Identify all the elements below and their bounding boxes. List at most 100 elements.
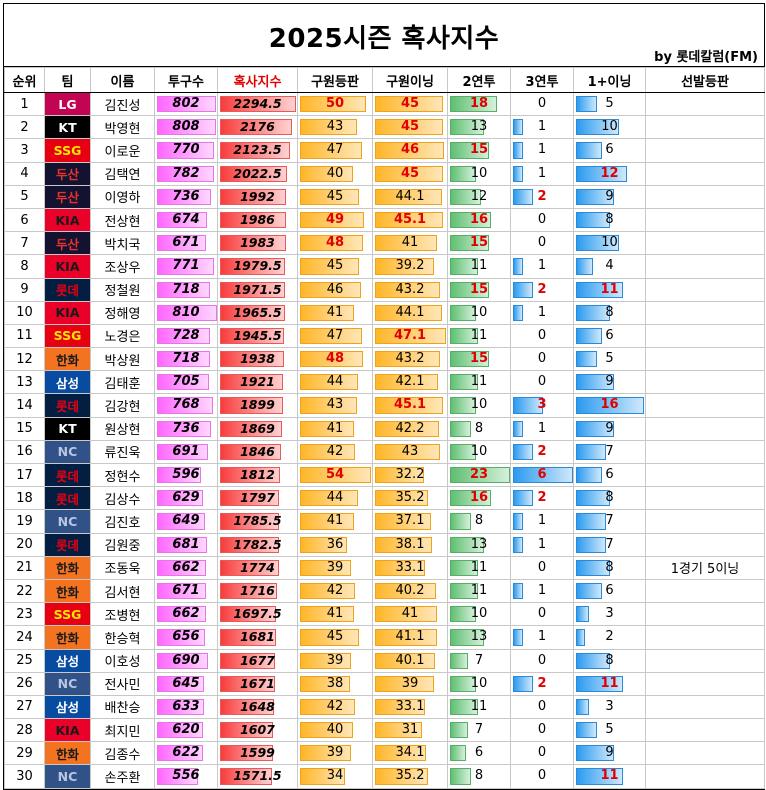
three-day-cell-value: 0 <box>537 745 547 761</box>
relief-innings-cell: 43 <box>372 439 448 465</box>
three-day-cell: 2 <box>510 671 574 696</box>
team-badge: 두산 <box>44 161 91 186</box>
two-day-cell-bar <box>450 420 471 437</box>
plus-inning-cell-value: 9 <box>605 420 614 436</box>
plus-inning-cell-bar <box>576 536 606 553</box>
overuse-index-cell-value: 1971.5 <box>233 281 282 297</box>
three-day-cell: 0 <box>510 741 574 766</box>
plus-inning-cell-value: 10 <box>601 235 618 251</box>
relief-cell: 40 <box>297 718 373 743</box>
relief-innings-cell-bar <box>375 165 443 182</box>
two-day-cell-value: 18 <box>469 96 489 111</box>
plus-inning-cell-value: 8 <box>605 652 614 668</box>
plus-inning-cell: 5 <box>573 91 646 117</box>
plus-inning-cell-bar <box>576 327 602 345</box>
plus-inning-cell: 8 <box>573 300 646 325</box>
plus-inning-cell: 8 <box>573 648 646 673</box>
overuse-index-cell: 1716 <box>217 578 298 604</box>
team-badge: 한화 <box>44 741 91 766</box>
two-day-cell: 10 <box>447 671 511 696</box>
pitches-cell: 674 <box>154 207 218 233</box>
relief-innings-cell: 47.1 <box>372 323 448 349</box>
pitches-cell-value: 656 <box>172 629 200 645</box>
start-cell <box>645 323 765 349</box>
relief-cell-bar <box>300 536 348 553</box>
pitches-cell-bar <box>157 606 206 623</box>
two-day-cell-value: 11 <box>470 698 488 714</box>
plus-inning-cell: 9 <box>573 370 646 395</box>
two-day-cell: 15 <box>447 277 511 302</box>
player-name: 조병현 <box>90 602 155 627</box>
pitches-cell: 810 <box>154 300 218 325</box>
relief-cell-value: 41 <box>326 513 344 529</box>
player-name: 박영현 <box>90 115 155 140</box>
overuse-index-cell: 1869 <box>217 416 298 441</box>
plus-inning-cell-bar <box>576 119 619 136</box>
table-row: 29 한화 김종수 622 1599 39 34.1 6 0 9 <box>4 741 765 766</box>
relief-innings-cell: 37.1 <box>372 509 448 534</box>
three-day-cell-value: 0 <box>537 722 547 738</box>
player-name: 김진성 <box>90 91 155 117</box>
three-day-cell-bar <box>513 536 523 553</box>
overuse-index-cell-bar <box>220 722 274 739</box>
player-name: 김원중 <box>90 532 155 557</box>
player-name: 손주환 <box>90 764 155 789</box>
two-day-cell: 6 <box>447 741 511 766</box>
three-day-cell: 1 <box>510 532 574 557</box>
relief-cell-bar <box>300 258 360 275</box>
two-day-cell: 8 <box>447 416 511 441</box>
three-day-cell: 0 <box>510 718 574 743</box>
two-day-cell-bar <box>450 443 476 460</box>
plus-inning-cell-bar <box>576 559 611 576</box>
relief-innings-cell-bar <box>375 304 442 321</box>
plus-inning-cell: 10 <box>573 231 646 256</box>
pitches-cell-bar <box>157 675 205 692</box>
table-row: 22 한화 김서현 671 1716 42 40.2 11 1 6 <box>4 578 765 604</box>
relief-cell: 47 <box>297 138 373 163</box>
three-day-cell-value: 0 <box>537 606 547 622</box>
relief-cell: 41 <box>297 300 373 325</box>
player-name: 정철원 <box>90 277 155 302</box>
player-name: 조동욱 <box>90 555 155 580</box>
start-cell <box>645 231 765 256</box>
table-row: 30 NC 손주환 556 1571.5 34 35.2 8 0 11 <box>4 764 765 789</box>
two-day-cell: 7 <box>447 718 511 743</box>
plus-inning-cell: 5 <box>573 347 646 372</box>
pitches-cell-bar <box>157 698 204 716</box>
relief-innings-cell-bar <box>375 258 435 275</box>
two-day-cell-value: 13 <box>470 536 488 552</box>
three-day-cell: 0 <box>510 602 574 627</box>
plus-inning-cell: 11 <box>573 277 646 302</box>
overuse-index-cell: 1671 <box>217 671 298 696</box>
table-body: 1 LG 김진성 802 2294.5 50 45 18 0 5 2 KT 박영현 808 2176 43 45… <box>4 91 765 789</box>
two-day-cell-bar <box>450 629 484 646</box>
plus-inning-cell-value: 9 <box>605 188 614 204</box>
three-day-cell: 0 <box>510 207 574 233</box>
team-badge: 한화 <box>44 347 91 372</box>
pitches-cell-value: 671 <box>172 235 200 251</box>
overuse-index-cell-bar <box>220 420 282 437</box>
rank-cell: 25 <box>4 648 45 673</box>
two-day-cell-bar <box>450 142 489 159</box>
plus-inning-cell-value: 8 <box>605 211 614 227</box>
two-day-cell: 23 <box>447 462 511 488</box>
overuse-index-cell-value: 1938 <box>240 351 275 367</box>
three-day-cell: 0 <box>510 370 574 395</box>
plus-inning-cell: 3 <box>573 602 646 627</box>
relief-cell-bar <box>300 165 353 182</box>
rank-cell: 5 <box>4 184 45 209</box>
overuse-index-cell: 1571.5 <box>217 764 298 789</box>
rank-cell: 15 <box>4 416 45 441</box>
pitches-cell-bar <box>157 745 203 762</box>
overuse-index-cell-bar <box>220 235 286 252</box>
pitches-cell-bar <box>157 513 205 530</box>
overuse-index-cell: 1648 <box>217 694 298 720</box>
player-name: 김강현 <box>90 393 155 418</box>
two-day-cell-value: 13 <box>470 119 488 135</box>
overuse-index-cell-value: 1571.5 <box>233 768 282 784</box>
three-day-cell-value: 2 <box>537 675 547 691</box>
plus-inning-cell: 16 <box>573 393 646 418</box>
plus-inning-cell: 6 <box>573 323 646 349</box>
start-cell <box>645 347 765 372</box>
overuse-index-cell-bar <box>220 165 287 182</box>
